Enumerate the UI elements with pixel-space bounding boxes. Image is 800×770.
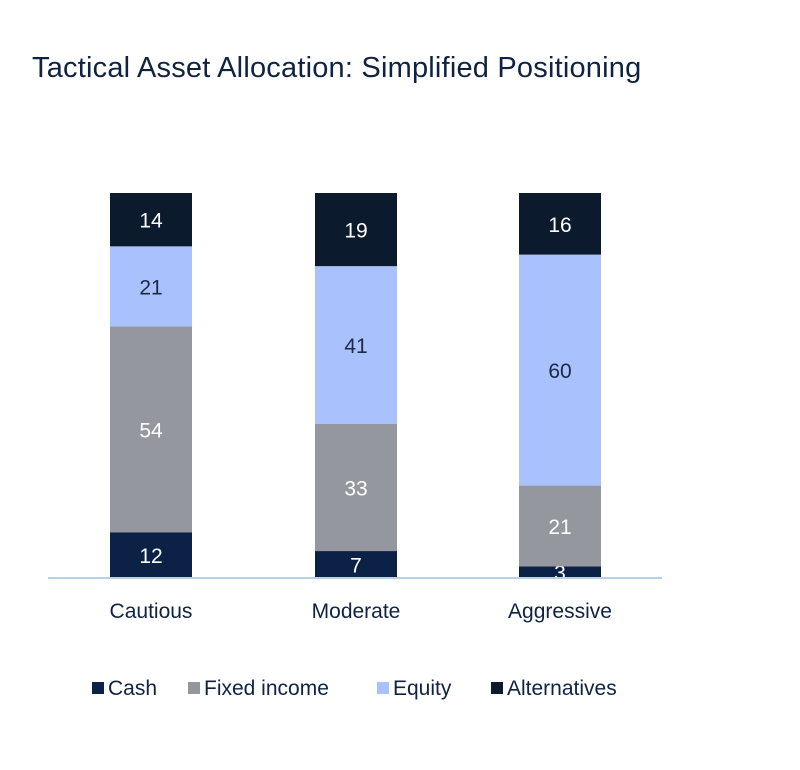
legend-swatch-fixed-income (188, 682, 200, 694)
category-label-cautious: Cautious (110, 600, 193, 623)
bar-moderate-cash (315, 551, 397, 578)
data-label-cautious-cash: 12 (139, 545, 162, 568)
data-label-moderate-alternatives: 19 (344, 220, 367, 243)
bar-aggressive-fixed-income (519, 485, 601, 567)
data-label-aggressive-cash: 3 (554, 562, 566, 585)
category-label-aggressive: Aggressive (508, 600, 612, 623)
data-label-cautious-alternatives: 14 (139, 210, 163, 233)
category-label-moderate: Moderate (312, 600, 401, 623)
bar-cautious-fixed-income (110, 326, 192, 533)
data-label-cautious-equity: 21 (139, 276, 162, 299)
legend-swatch-equity (377, 682, 389, 694)
legend-label-equity: Equity (393, 677, 452, 700)
bar-moderate-alternatives (315, 193, 397, 267)
bar-moderate-fixed-income (315, 424, 397, 552)
bar-aggressive-cash (519, 566, 601, 578)
legend-swatch-cash (92, 682, 104, 694)
data-label-aggressive-equity: 60 (548, 360, 571, 383)
legend-label-cash: Cash (108, 677, 157, 700)
bar-cautious-equity (110, 246, 192, 327)
data-label-moderate-fixed-income: 33 (344, 478, 367, 501)
legend-label-alternatives: Alternatives (507, 677, 617, 700)
bar-aggressive-alternatives (519, 193, 601, 255)
data-label-aggressive-fixed-income: 21 (548, 516, 571, 539)
data-label-aggressive-alternatives: 16 (548, 214, 571, 237)
bar-moderate-equity (315, 266, 397, 424)
bar-aggressive-equity (519, 254, 601, 486)
data-label-moderate-cash: 7 (350, 555, 362, 578)
bar-cautious-cash (110, 532, 192, 578)
chart-title: Tactical Asset Allocation: Simplified Po… (32, 52, 642, 84)
legend-label-fixed-income: Fixed income (204, 677, 329, 700)
data-label-moderate-equity: 41 (344, 335, 367, 358)
data-label-cautious-fixed-income: 54 (139, 419, 163, 442)
bar-cautious-alternatives (110, 193, 192, 247)
legend-swatch-alternatives (491, 682, 503, 694)
